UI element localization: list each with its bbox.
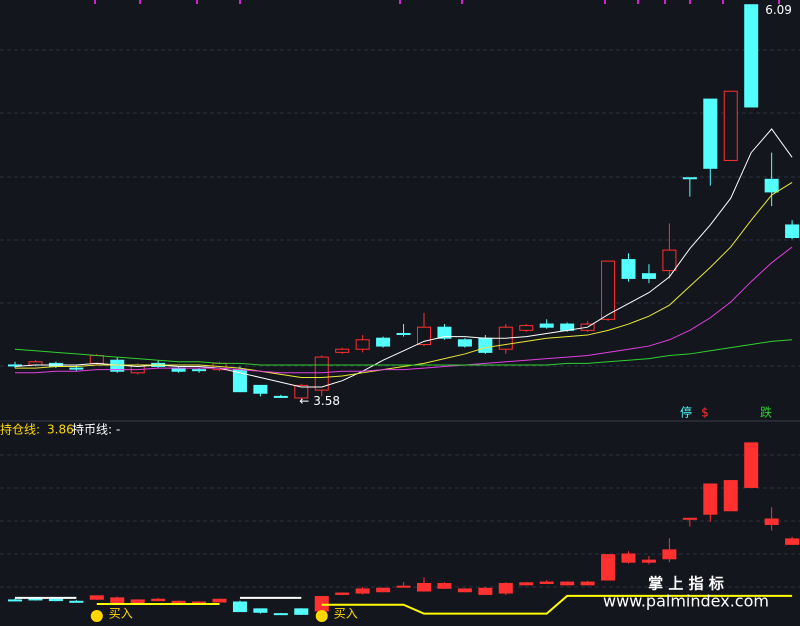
- sub-candle-body: [764, 518, 779, 525]
- sub-candle-body: [498, 582, 513, 594]
- candle-body: [273, 395, 288, 398]
- top-ticks: [94, 0, 780, 4]
- sub-candle-body: [580, 581, 595, 586]
- sub-candle-body: [723, 480, 738, 512]
- low-arrow: ←: [299, 394, 309, 408]
- coin-line-name: 持币线:: [72, 422, 112, 437]
- candle-body: [682, 177, 697, 180]
- candle-body: [69, 367, 84, 370]
- candle-body: [764, 178, 779, 193]
- indicator-line: [15, 182, 793, 379]
- candle-body: [294, 384, 309, 399]
- candle-body: [703, 98, 718, 169]
- sub-candle-body: [314, 596, 329, 612]
- coin-line-value: -: [116, 423, 120, 437]
- sub-candle-body: [355, 588, 370, 594]
- candle-body: [641, 273, 656, 279]
- sub-candle-body: [396, 585, 411, 588]
- sub-candle-body: [69, 600, 84, 603]
- candle-body: [744, 4, 759, 108]
- high-label: 6.09: [765, 3, 792, 17]
- candle-body: [601, 260, 616, 320]
- buy-icon: [90, 610, 103, 622]
- sub-candle-body: [8, 599, 22, 602]
- sub-candle-body: [192, 601, 207, 604]
- candle-body: [723, 90, 738, 161]
- indicator-line: [321, 594, 793, 615]
- candle-body: [457, 339, 472, 347]
- sub-candle-body: [151, 598, 166, 602]
- candle-body: [253, 384, 268, 394]
- candle-body: [8, 364, 22, 367]
- sub-candle-body: [130, 599, 145, 604]
- sub-candle-body: [560, 581, 575, 586]
- sub-candle-body: [89, 595, 104, 600]
- sub-candle-body: [437, 582, 452, 589]
- sub-candle-body: [457, 588, 472, 593]
- sub-candle-body: [539, 581, 554, 584]
- sub-candle-body: [253, 608, 268, 613]
- buy-label: 买入: [334, 607, 358, 621]
- candle-body: [376, 337, 391, 347]
- hold-line-name: 持仓线:: [0, 422, 40, 437]
- indicator-line: [14, 339, 793, 366]
- sub-candle-body: [294, 608, 309, 615]
- indicator-line: [14, 128, 793, 388]
- candle-body: [539, 323, 554, 328]
- candle-body: [621, 259, 636, 279]
- buy-label: 买入: [109, 607, 133, 621]
- sub-candle-body: [478, 587, 493, 595]
- sub-candle-body: [519, 582, 534, 586]
- sub-candle-body: [110, 597, 125, 604]
- low-label: 3.58: [313, 394, 340, 408]
- sub-candle-body: [703, 483, 718, 515]
- signal-label: $: [701, 406, 709, 420]
- sub-candle-body: [662, 549, 677, 560]
- sub-candle-body: [232, 601, 247, 613]
- signal-label: 跌: [760, 405, 772, 420]
- candle-body: [192, 369, 207, 372]
- candle-body: [89, 355, 104, 364]
- sub-candle-body: [744, 442, 759, 488]
- watermark-title: 掌 上 指 标: [648, 575, 724, 593]
- buy-icon: [315, 610, 328, 622]
- indicator-line: [15, 246, 793, 374]
- sub-candle-body: [621, 553, 636, 563]
- sub-candle-body: [171, 600, 186, 604]
- sub-candle-body: [335, 592, 350, 595]
- sub-candle-body: [48, 598, 63, 602]
- candle-body: [662, 249, 677, 272]
- candle-body: [519, 325, 534, 331]
- sub-candle-body: [417, 582, 431, 592]
- hold-line-value: 3.86: [47, 423, 74, 437]
- sub-candle-body: [601, 554, 616, 581]
- signal-label: 停: [680, 405, 692, 420]
- candle-body: [478, 337, 493, 353]
- sub-candle-body: [641, 559, 656, 563]
- candle-body: [437, 326, 452, 339]
- candle-body: [785, 224, 800, 239]
- sub-candle-body: [212, 598, 227, 603]
- sub-candle-body: [785, 538, 800, 545]
- candle-body: [355, 339, 370, 350]
- candle-body: [396, 332, 411, 335]
- sub-candle-body: [273, 613, 288, 616]
- candle-body: [335, 348, 350, 353]
- sub-candle-body: [376, 587, 391, 593]
- sub-candle-body: [682, 517, 697, 520]
- watermark-url: www.palmindex.com: [603, 592, 769, 611]
